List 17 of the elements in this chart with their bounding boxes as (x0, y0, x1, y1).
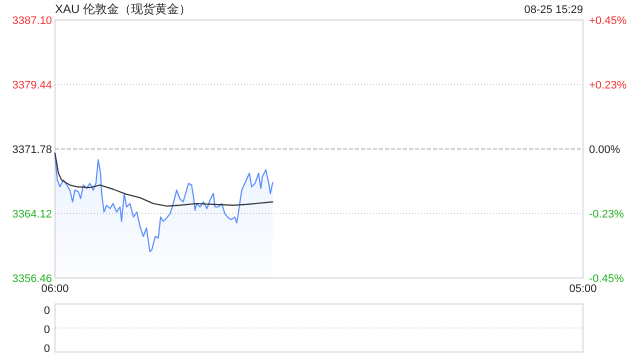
chart-title: XAU 伦敦金（现货黄金） (55, 2, 192, 16)
y2-tick-label: -0.23% (589, 208, 624, 220)
y2-tick-label: +0.23% (589, 79, 627, 92)
text: 08-25 15:29 (524, 4, 583, 16)
y-tick-label: 3364.12 (12, 208, 52, 220)
text: 0 (44, 324, 50, 336)
y2-tick-label: 0.00% (589, 144, 620, 156)
y-tick-label: 3387.10 (12, 14, 52, 27)
text: 0 (44, 304, 50, 317)
x-tick-label: 06:00 (41, 283, 69, 295)
y2-tick-label: +0.45% (589, 14, 627, 27)
x-tick-label: 05:00 (569, 283, 597, 295)
text: 0 (44, 342, 50, 355)
y-tick-label: 3379.44 (12, 79, 52, 92)
y2-tick-label: -0.45% (589, 272, 624, 285)
y-tick-label: 3371.78 (12, 144, 52, 156)
y-tick-label: 3356.46 (12, 272, 52, 285)
